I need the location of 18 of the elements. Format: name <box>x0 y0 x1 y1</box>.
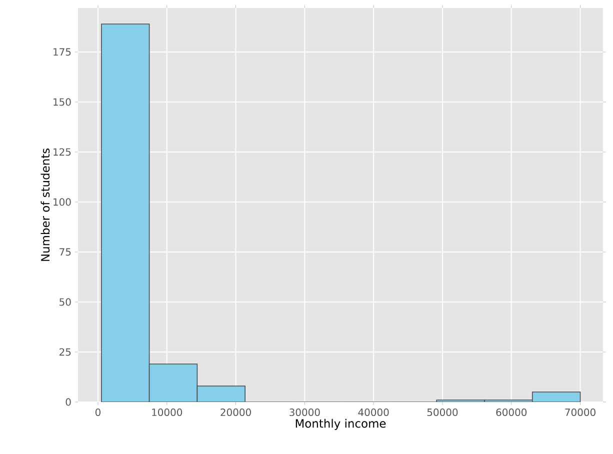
y-tick-label: 75 <box>60 248 71 256</box>
y-tick-label: 50 <box>60 298 71 306</box>
y-tick-label: 125 <box>54 148 71 156</box>
y-axis-title: Number of students <box>40 148 50 261</box>
x-tick-label: 50000 <box>427 408 458 416</box>
x-tick-label: 70000 <box>565 408 596 416</box>
y-tick-label: 0 <box>66 398 71 406</box>
x-tick-label: 20000 <box>220 408 251 416</box>
x-axis-title: Monthly income <box>296 418 386 430</box>
y-tick-label: 150 <box>54 98 71 106</box>
y-tick-label: 100 <box>54 198 71 206</box>
x-tick-label: 0 <box>95 408 100 416</box>
x-tick-label: 40000 <box>358 408 389 416</box>
x-tick-label: 60000 <box>496 408 527 416</box>
y-tick-label: 175 <box>54 48 71 56</box>
y-tick-label: 25 <box>60 348 71 356</box>
x-tick-label: 10000 <box>152 408 182 416</box>
x-tick-label: 30000 <box>290 408 320 416</box>
